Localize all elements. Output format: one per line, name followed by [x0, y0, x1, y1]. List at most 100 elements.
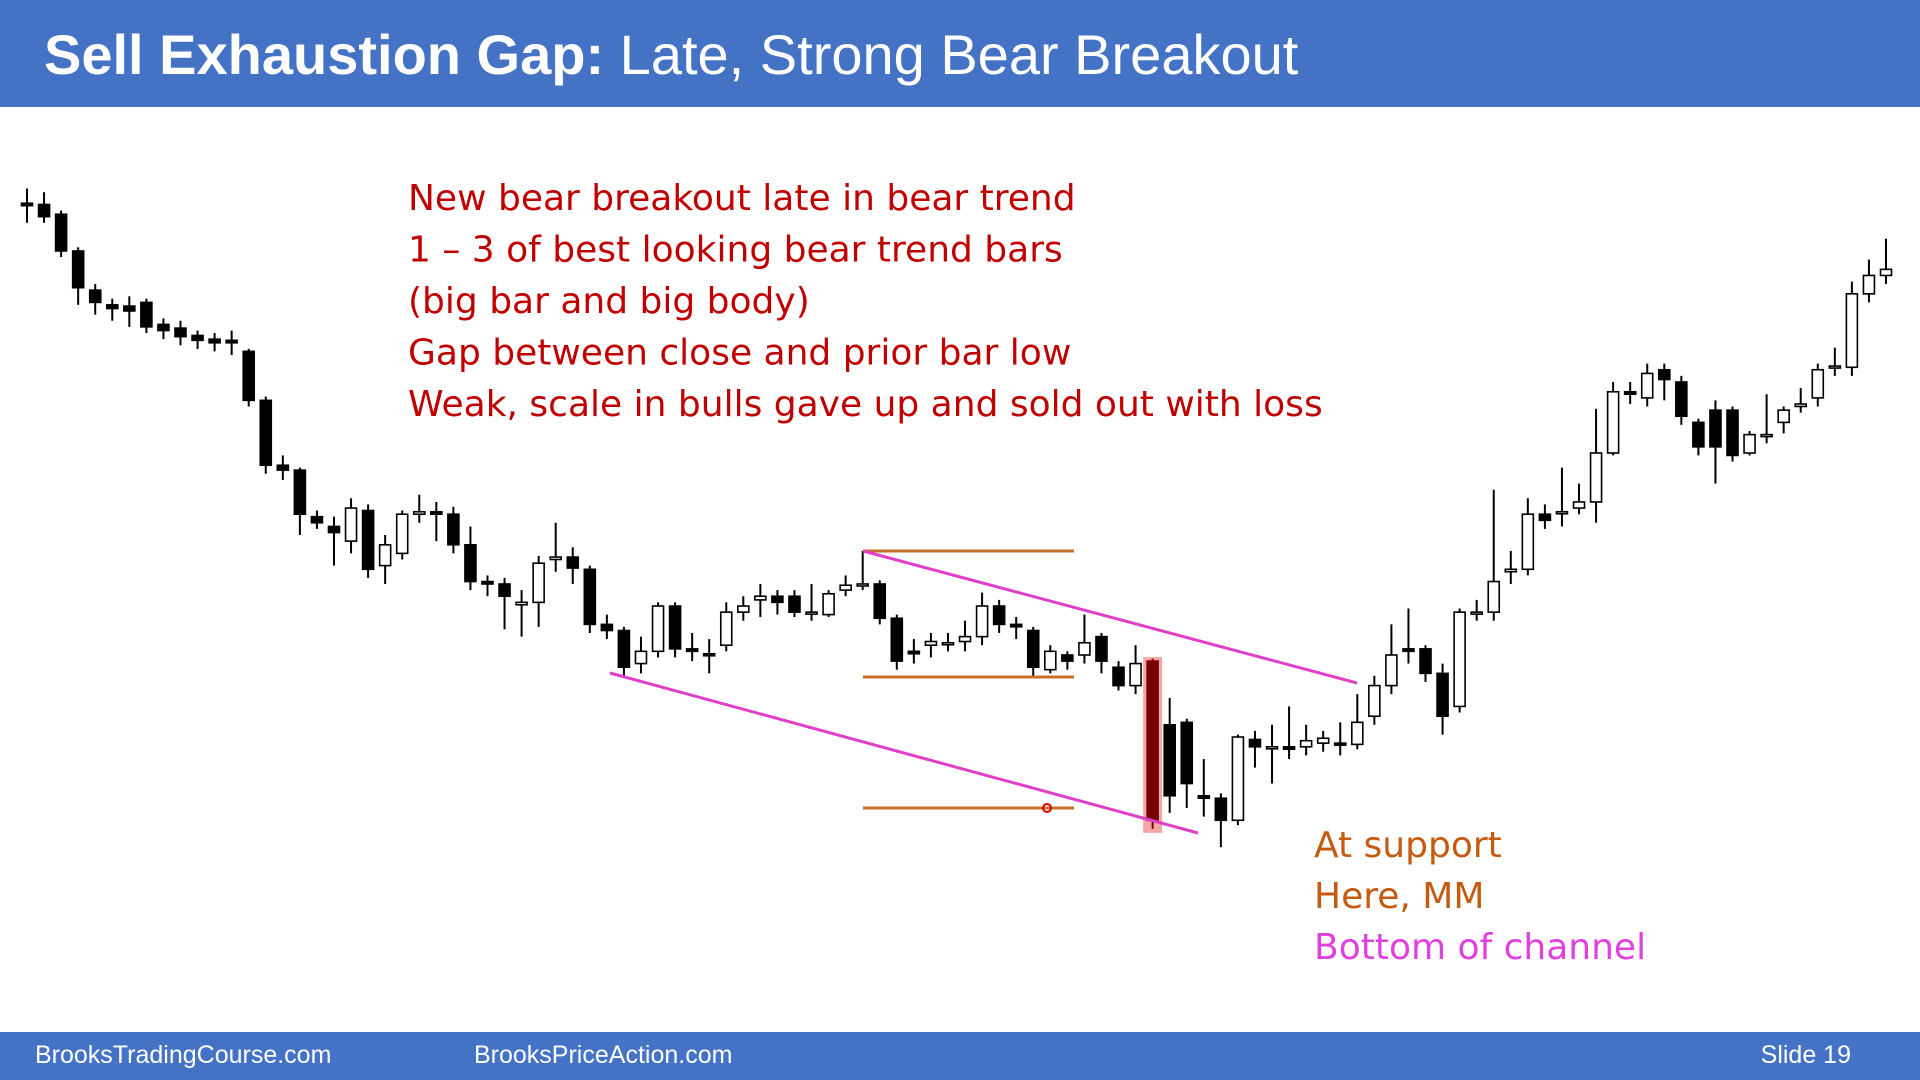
- candle-body: [1163, 723, 1176, 797]
- candle-body: [1623, 390, 1637, 396]
- candle-body: [1640, 372, 1654, 399]
- candle-body: [1129, 662, 1142, 687]
- candle-body: [481, 580, 494, 585]
- candle-body: [1777, 409, 1790, 424]
- candle-body: [992, 605, 1006, 626]
- candle-body: [174, 327, 187, 338]
- candle-body: [1862, 274, 1876, 295]
- channel-line: [862, 549, 1358, 685]
- candle-body: [1265, 746, 1279, 750]
- title-rest: Late, Strong Bear Breakout: [620, 23, 1299, 86]
- candle-body: [719, 611, 733, 646]
- candle-body: [1521, 513, 1535, 571]
- candle-body: [634, 650, 648, 665]
- candle-body: [327, 525, 341, 534]
- title-bold: Sell Exhaustion Gap:: [44, 23, 604, 86]
- candle-body: [583, 568, 597, 626]
- candle-body: [1692, 421, 1705, 448]
- candle-body: [566, 556, 580, 569]
- note-line: (big bar and big body): [408, 281, 810, 322]
- candle-body: [737, 605, 750, 613]
- candle-body: [1453, 611, 1466, 708]
- candle-body: [515, 601, 528, 606]
- candle-body: [1078, 641, 1091, 656]
- candle-body: [1044, 650, 1057, 671]
- candle-body: [276, 464, 290, 471]
- candle-body: [549, 556, 563, 561]
- candle-body: [395, 513, 409, 555]
- annotation: Bottom of channel: [1314, 927, 1646, 968]
- note-line: 1 – 3 of best looking bear trend bars: [408, 230, 1063, 271]
- candle-body: [1333, 742, 1347, 746]
- notes: New bear breakout late in bear trend 1 – …: [408, 178, 1323, 425]
- candle-body: [941, 641, 955, 646]
- candle-body: [873, 583, 887, 620]
- candle-body: [123, 305, 136, 312]
- candle-body: [361, 509, 375, 571]
- candle-body: [907, 650, 921, 655]
- candle-body: [225, 339, 238, 344]
- slide-number: Slide 19: [1761, 1041, 1851, 1069]
- candle-body: [1248, 738, 1262, 748]
- candle-body: [975, 605, 989, 638]
- candle-body: [890, 617, 904, 662]
- candle-body: [958, 635, 972, 643]
- candle-body: [924, 640, 938, 646]
- candle-body: [1112, 666, 1125, 687]
- candle-body: [1180, 721, 1194, 785]
- candle-body: [702, 652, 716, 657]
- candle-body: [1368, 684, 1381, 718]
- candle-body: [88, 289, 102, 304]
- candle-body: [259, 399, 273, 467]
- candle-body: [310, 515, 324, 524]
- candle-body: [1811, 368, 1825, 399]
- candle-body: [1657, 368, 1671, 381]
- candle-body: [1299, 739, 1313, 748]
- candle-body: [1589, 452, 1603, 503]
- candle-body: [532, 562, 545, 604]
- candle-body: [412, 510, 426, 516]
- candle-body: [1385, 654, 1398, 687]
- candle-body: [1436, 672, 1449, 718]
- candle-body: [140, 301, 153, 328]
- candle-body: [378, 544, 392, 567]
- candle-body: [1470, 611, 1483, 615]
- candle-body: [1146, 660, 1159, 822]
- candle-body: [191, 334, 204, 342]
- candle-body: [1282, 746, 1296, 751]
- candle-body: [617, 629, 631, 669]
- candle-body: [1879, 268, 1893, 277]
- candle-body: [1231, 736, 1245, 822]
- candle-body: [498, 583, 511, 598]
- channel-line: [609, 671, 1199, 835]
- annotation: At support: [1314, 825, 1502, 866]
- candle-body: [157, 323, 170, 332]
- candle-body: [1572, 501, 1586, 509]
- candle-body: [1794, 403, 1808, 408]
- note-line: Weak, scale in bulls gave up and sold ou…: [408, 384, 1323, 425]
- footer-bar: [0, 1032, 1920, 1080]
- header-bar: [0, 0, 1920, 107]
- candle-body: [1828, 365, 1842, 369]
- candle-body: [54, 213, 68, 252]
- candle-body: [668, 605, 682, 650]
- candle-body: [1726, 409, 1739, 457]
- candles: [20, 188, 1893, 848]
- candle-body: [71, 250, 85, 289]
- slide-title: Sell Exhaustion Gap: Late, Strong Bear B…: [44, 23, 1299, 86]
- candle-body: [805, 611, 818, 615]
- candle-body: [1419, 648, 1432, 675]
- candle-body: [754, 595, 767, 601]
- candle-body: [822, 592, 835, 616]
- candle-body: [788, 595, 801, 613]
- cursor: [1042, 803, 1052, 813]
- candle-body: [1316, 737, 1330, 744]
- candle-body: [771, 595, 784, 604]
- candle-body: [1026, 629, 1040, 669]
- candle-body: [1675, 381, 1688, 418]
- candle-body: [464, 544, 477, 583]
- candle-body: [1538, 513, 1552, 522]
- candle-body: [1504, 568, 1518, 573]
- annotation: Here, MM: [1314, 876, 1484, 917]
